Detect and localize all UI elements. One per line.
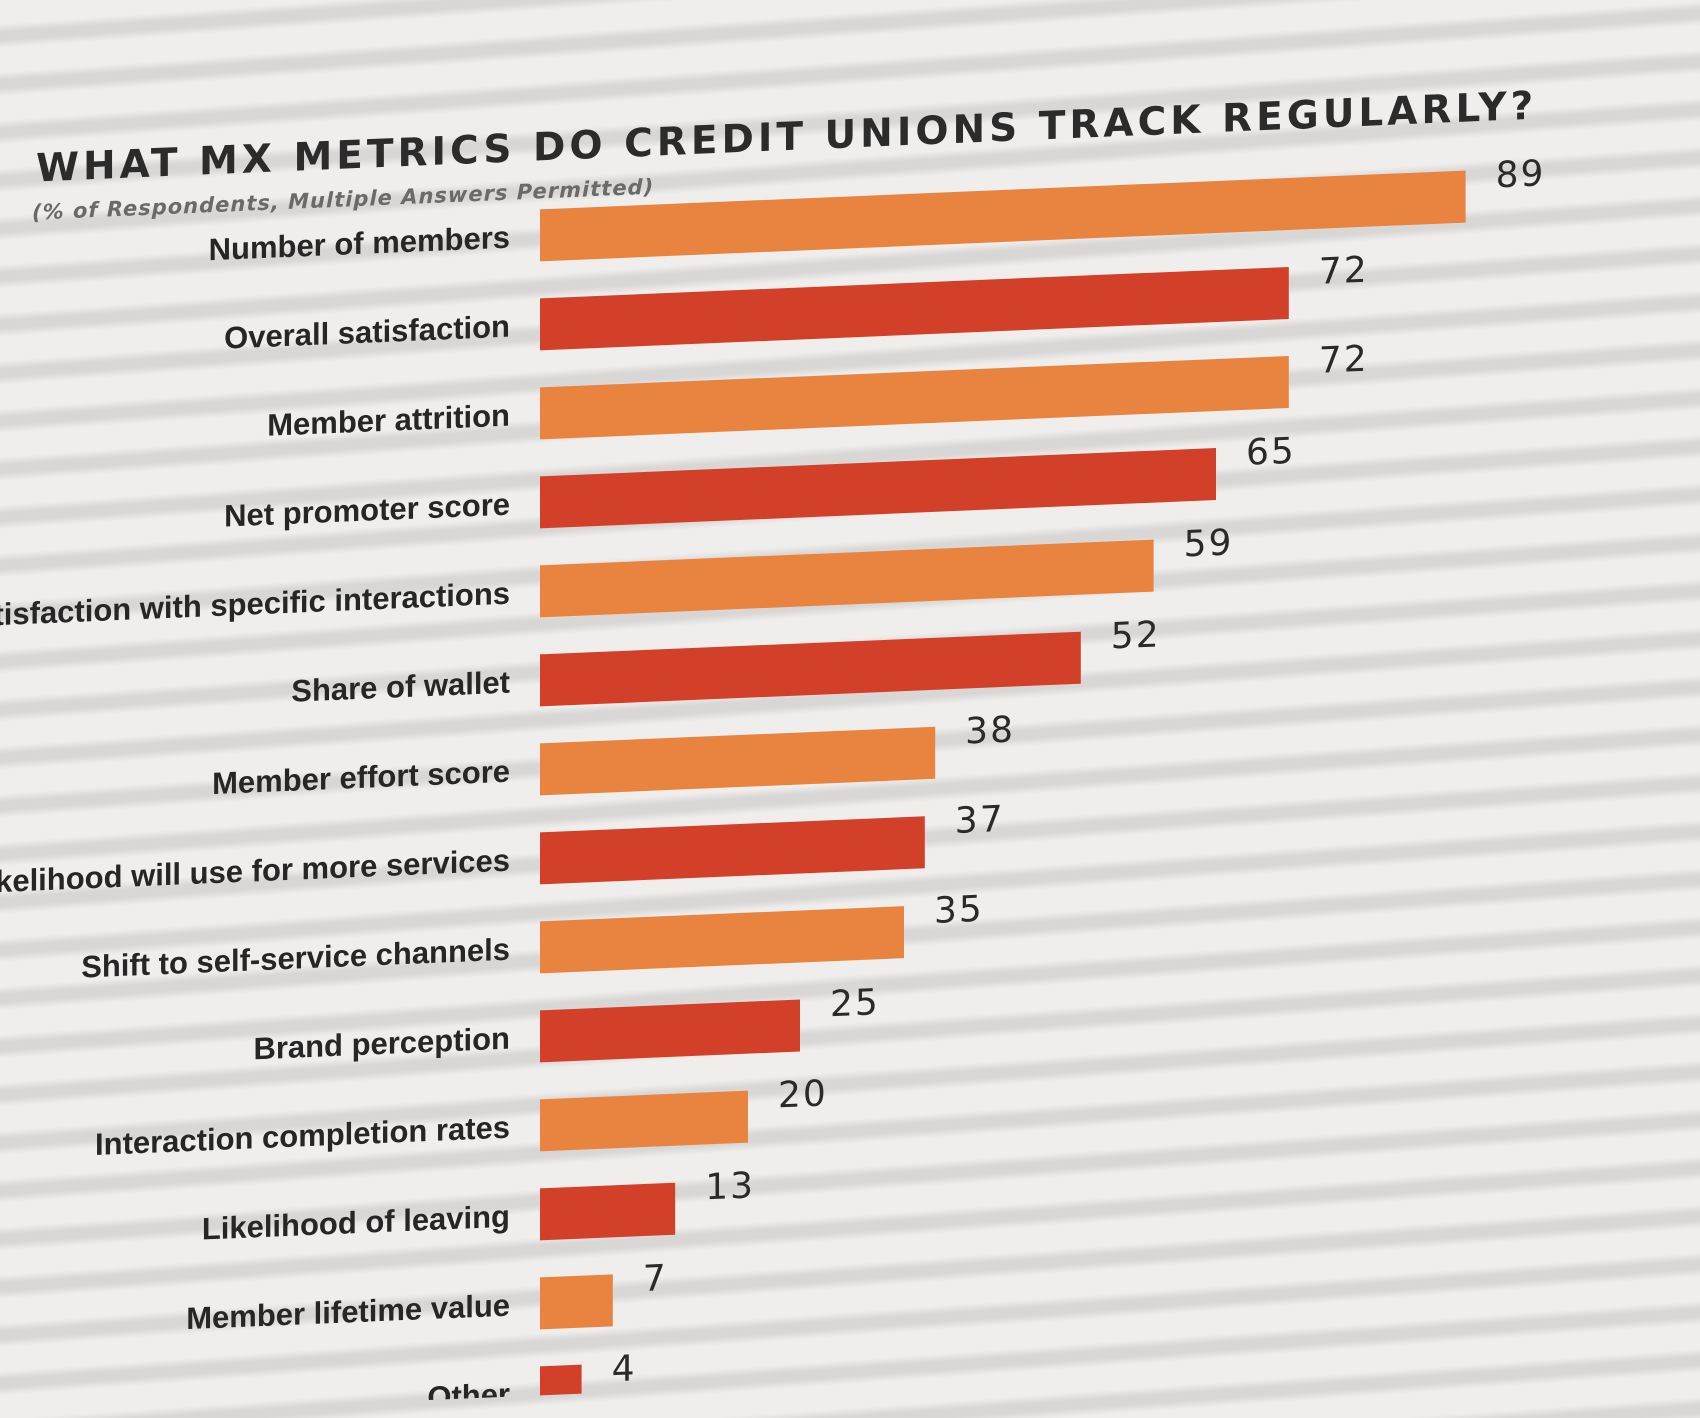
bar-1 — [540, 170, 1466, 262]
value-label: 20 — [778, 1073, 828, 1116]
bar-14 — [540, 1364, 582, 1418]
bar-12 — [540, 1182, 676, 1241]
value-label: 7 — [643, 1258, 668, 1300]
bar-4 — [540, 448, 1216, 529]
value-label: 52 — [1111, 614, 1161, 657]
bar-9 — [540, 906, 904, 974]
bar-5 — [540, 539, 1154, 618]
value-label: 89 — [1496, 153, 1546, 196]
value-label: 37 — [955, 799, 1005, 842]
category-label: Shift to self-service channels — [81, 932, 510, 985]
bar-8 — [540, 816, 925, 885]
bar-11 — [540, 1090, 748, 1152]
value-label: 4 — [612, 1348, 637, 1390]
value-label: 65 — [1246, 431, 1296, 474]
category-label: Other — [427, 1377, 510, 1415]
category-label: Member effort score — [212, 754, 510, 801]
bar-13 — [540, 1274, 613, 1330]
bar-3 — [540, 355, 1289, 440]
value-label: 25 — [830, 982, 880, 1025]
category-label: Brand perception — [253, 1021, 510, 1067]
category-label: Interaction completion rates — [95, 1110, 510, 1162]
value-label: 59 — [1184, 522, 1234, 565]
category-label: Satisfaction with specific interactions — [0, 576, 510, 634]
bar-10 — [540, 999, 800, 1063]
category-label: Overall satisfaction — [224, 309, 510, 356]
category-label: Number of members — [209, 220, 510, 268]
value-label: 72 — [1319, 339, 1369, 382]
value-label: 72 — [1319, 250, 1369, 293]
value-label: 13 — [705, 1165, 755, 1208]
category-label: Net promoter score — [224, 487, 510, 534]
category-label: Likelihood will use for more services — [0, 843, 510, 901]
category-label: Share of wallet — [291, 665, 510, 709]
value-label: 38 — [965, 709, 1015, 752]
category-label: Likelihood of leaving — [202, 1199, 510, 1247]
bar-6 — [540, 631, 1081, 707]
category-label: Member lifetime value — [186, 1288, 510, 1337]
value-label: 35 — [934, 889, 984, 932]
bar-2 — [540, 266, 1289, 351]
category-label: Member attrition — [267, 398, 510, 443]
bar-7 — [540, 726, 936, 796]
